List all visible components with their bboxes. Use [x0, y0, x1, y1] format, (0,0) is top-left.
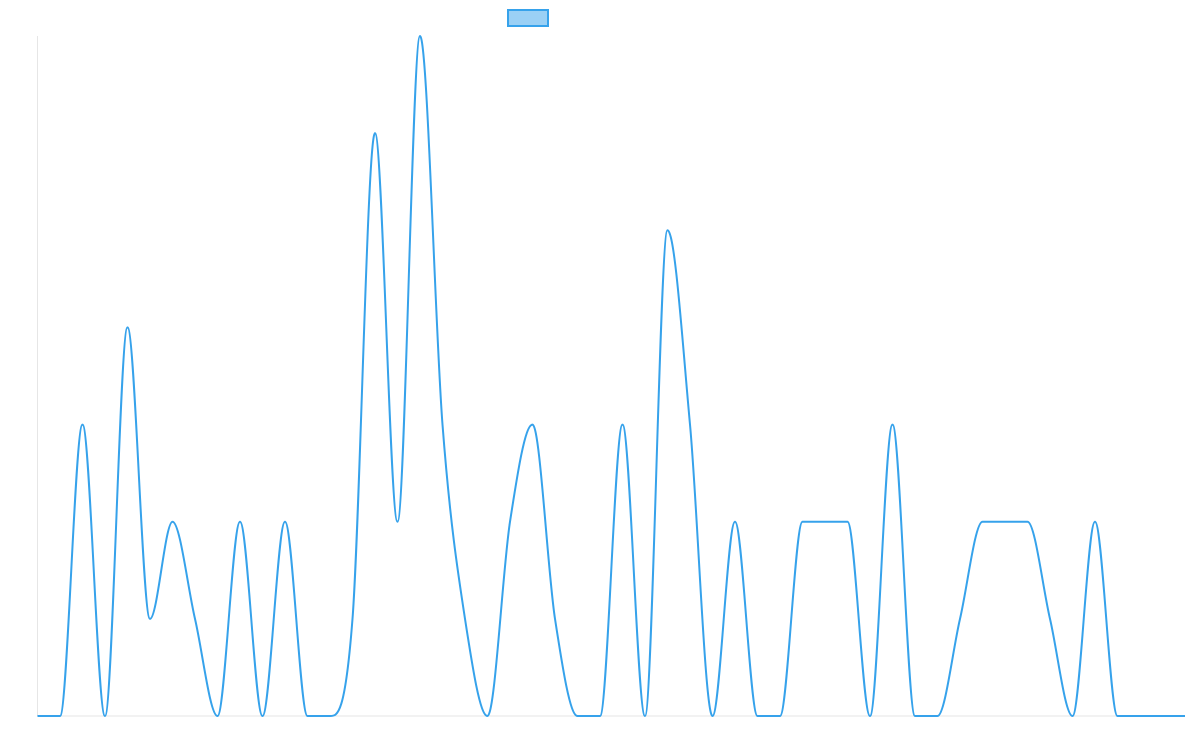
axes	[37, 36, 1185, 717]
legend-swatch-0[interactable]	[507, 9, 549, 27]
series-layer	[37, 35, 1185, 717]
legend[interactable]	[507, 9, 549, 27]
series-line-0	[37, 35, 1185, 717]
